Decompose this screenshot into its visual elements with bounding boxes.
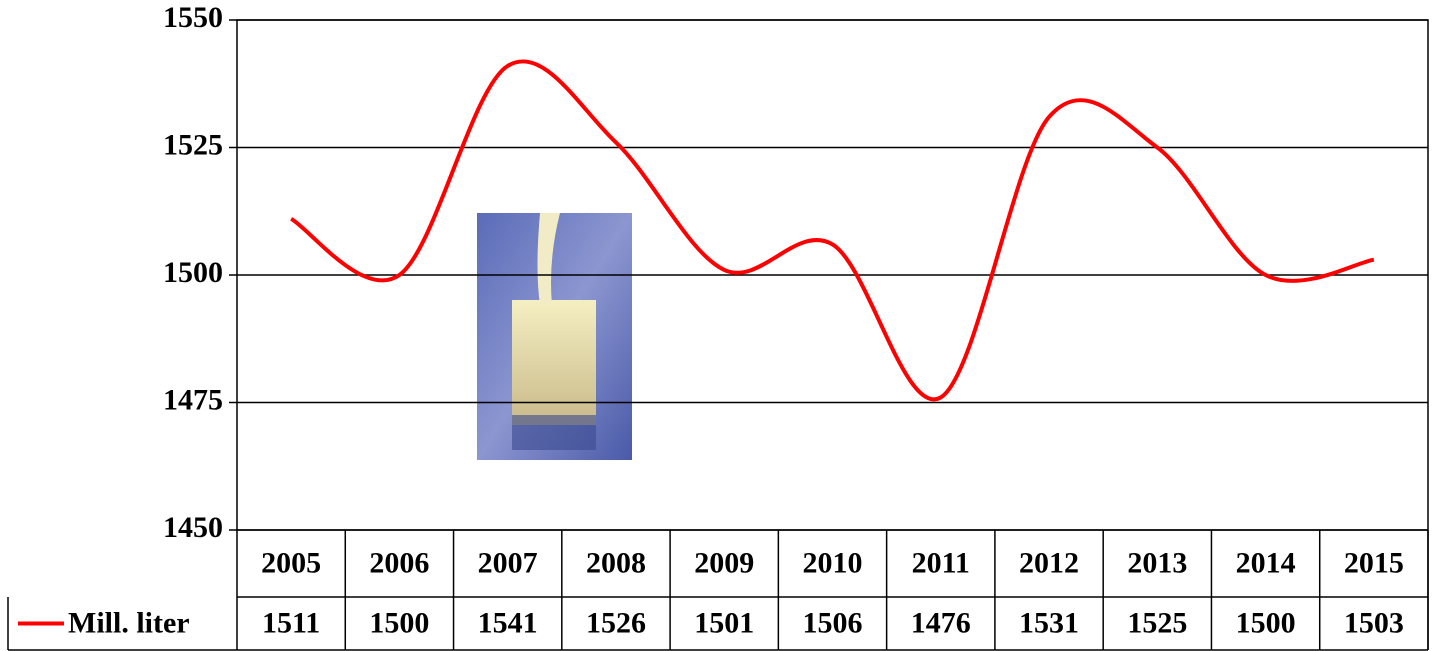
x-tick-label: 2011: [912, 546, 970, 579]
table-value: 1503: [1344, 606, 1404, 639]
x-tick-label: 2007: [478, 546, 538, 579]
table-value: 1526: [586, 606, 646, 639]
y-tick-label: 1475: [163, 383, 223, 416]
y-tick-label: 1500: [163, 256, 223, 289]
table-value: 1511: [262, 606, 320, 639]
table-value: 1476: [911, 606, 971, 639]
x-tick-label: 2008: [586, 546, 646, 579]
x-tick-label: 2006: [369, 546, 429, 579]
table-value: 1541: [478, 606, 538, 639]
x-tick-label: 2012: [1019, 546, 1079, 579]
table-value: 1500: [1236, 606, 1296, 639]
y-tick-label: 1525: [163, 128, 223, 161]
x-tick-label: 2005: [261, 546, 321, 579]
table-value: 1525: [1127, 606, 1187, 639]
chart: 1450 1475 1500 1525 1550 2005 2006 2007 2008 2009…: [0, 0, 1437, 651]
x-tick-label: 2015: [1344, 546, 1404, 579]
table-value: 1531: [1019, 606, 1079, 639]
data-line: [291, 61, 1374, 399]
y-tick-label: 1450: [163, 511, 223, 544]
x-tick-label: 2010: [803, 546, 863, 579]
milk-glass-picture: [477, 213, 632, 460]
y-tick-label: 1550: [163, 1, 223, 34]
x-tick-label: 2014: [1236, 546, 1296, 579]
table-value: 1506: [803, 606, 863, 639]
x-tick-label: 2009: [694, 546, 754, 579]
x-tick-label: 2013: [1127, 546, 1187, 579]
table-value: 1501: [694, 606, 754, 639]
table-value: 1500: [369, 606, 429, 639]
legend-label: Mill. liter: [68, 606, 190, 639]
